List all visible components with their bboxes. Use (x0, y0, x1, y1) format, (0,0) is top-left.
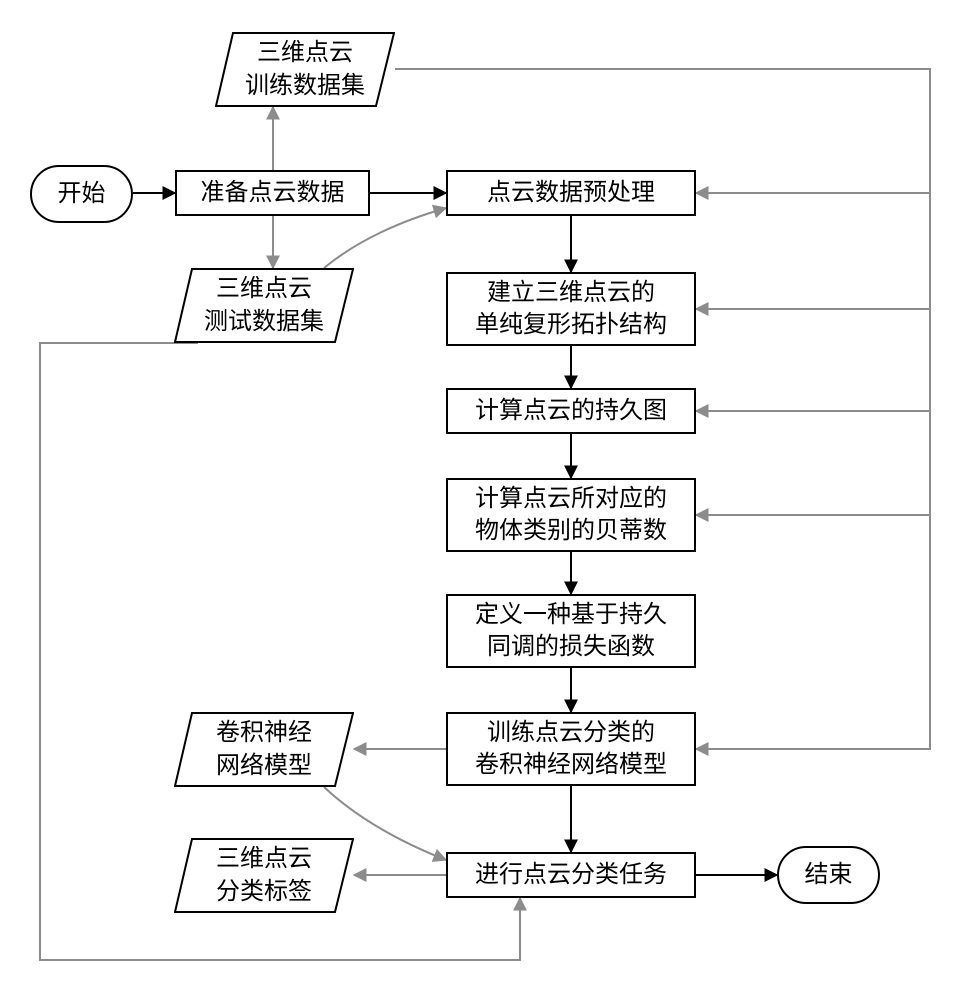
node-label: 开始 (58, 178, 106, 210)
edge-18 (324, 208, 446, 268)
node-end: 结束 (777, 846, 880, 904)
node-labels: 三维点云分类标签 (174, 838, 354, 913)
edge-17 (696, 515, 930, 749)
node-label: 卷积神经网络模型 (216, 717, 312, 782)
node-label: 计算点云的持久图 (475, 395, 667, 427)
node-label: 进行点云分类任务 (475, 859, 667, 891)
node-loss: 定义一种基于持久同调的损失函数 (446, 594, 696, 668)
node-label: 计算点云所对应的物体类别的贝蒂数 (475, 483, 667, 548)
node-test_set: 三维点云测试数据集 (174, 268, 354, 343)
node-label: 训练点云分类的卷积神经网络模型 (475, 717, 667, 782)
node-preproc: 点云数据预处理 (446, 170, 696, 216)
node-cnn_model: 卷积神经网络模型 (174, 712, 354, 787)
node-label: 准备点云数据 (201, 177, 345, 209)
node-label: 结束 (805, 859, 853, 891)
node-label: 建立三维点云的单纯复形拓扑结构 (475, 277, 667, 342)
node-label: 三维点云测试数据集 (204, 273, 324, 338)
node-label: 定义一种基于持久同调的损失函数 (475, 599, 667, 664)
node-label: 三维点云训练数据集 (245, 37, 365, 102)
node-train_set: 三维点云训练数据集 (215, 32, 395, 107)
node-label: 点云数据预处理 (487, 177, 655, 209)
edge-15 (696, 309, 930, 411)
flowchart-canvas: 开始 准备点云数据 三维点云训练数据集三维点云测试数据集 点云数据预处理建立三维点云的… (0, 0, 979, 1000)
node-classify: 进行点云分类任务 (446, 852, 696, 898)
node-start: 开始 (30, 165, 133, 223)
node-label: 三维点云分类标签 (216, 843, 312, 908)
edge-16 (696, 411, 930, 515)
node-prepare: 准备点云数据 (175, 170, 370, 216)
node-train_cnn: 训练点云分类的卷积神经网络模型 (446, 712, 696, 786)
edge-14 (696, 193, 930, 309)
node-complex: 建立三维点云的单纯复形拓扑结构 (446, 272, 696, 346)
node-persist: 计算点云的持久图 (446, 388, 696, 434)
node-betti: 计算点云所对应的物体类别的贝蒂数 (446, 478, 696, 552)
